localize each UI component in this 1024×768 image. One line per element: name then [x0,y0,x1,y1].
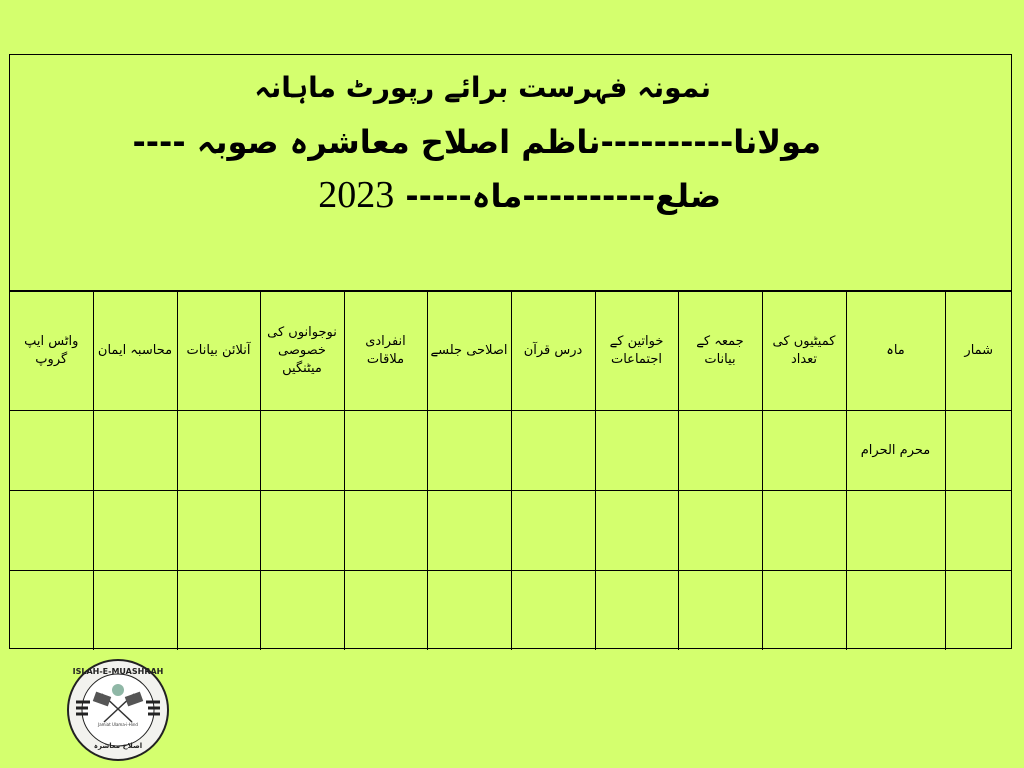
column-header: آنلائن بیانات [176,291,261,411]
column-header: خواتین کے اجتماعات [594,291,679,411]
column-header: جمعہ کے بیانات [677,291,763,411]
column-header: کمیٹیوں کی تعداد [761,291,847,411]
year: 2023 [318,174,395,216]
islah-e-muashrah-logo: ISLAH-E-MUASHRAH Jamiat Ulama-i-Hind اصل… [67,659,169,761]
table-cell[interactable]: محرم الحرام [845,410,946,491]
table-cell[interactable] [944,490,1012,571]
table-cell[interactable] [845,570,946,650]
table-cell[interactable] [343,570,428,650]
form-title: نمونہ فہرست برائے رپورٹ ماہانہ [254,71,711,104]
report-table: شمار ماہ کمیٹیوں کی تعداد جمعہ کے بیانات خوا… [10,291,1012,650]
table-cell[interactable] [176,410,261,491]
table-row [10,490,1012,571]
table-cell[interactable] [92,570,178,650]
table-cell[interactable] [343,410,428,491]
table-cell[interactable] [594,410,679,491]
table-cell[interactable] [343,490,428,571]
name-designation-line: مولانا----------ناظم اصلاح معاشرہ صوبہ -… [132,123,821,161]
table-cell[interactable] [426,570,512,650]
column-header: اصلاحی جلسے [426,291,512,411]
table-cell[interactable] [510,490,596,571]
table-cell[interactable] [259,490,345,571]
table-cell[interactable] [10,570,94,650]
table-cell[interactable] [92,410,178,491]
column-header: درس قرآن [510,291,596,411]
table-cell[interactable] [677,490,763,571]
table-row [10,570,1012,650]
title-box: نمونہ فہرست برائے رپورٹ ماہانہ مولانا---… [10,55,1011,291]
svg-text:ISLAH-E-MUASHRAH: ISLAH-E-MUASHRAH [73,667,164,676]
table-cell[interactable] [259,410,345,491]
district-month-line: ضلع----------ماہ----- 2023 [318,173,721,217]
table-cell[interactable] [944,410,1012,491]
svg-text:Jamiat Ulama-i-Hind: Jamiat Ulama-i-Hind [97,722,138,727]
table-cell[interactable] [10,490,94,571]
district-month-text: ضلع----------ماہ----- [405,177,721,215]
table-cell[interactable] [677,410,763,491]
table-cell[interactable] [594,570,679,650]
table-cell[interactable] [510,410,596,491]
table-cell[interactable] [944,570,1012,650]
table-cell[interactable] [259,570,345,650]
column-header: محاسبہ ایمان [92,291,178,411]
table-cell[interactable] [761,490,847,571]
table-cell[interactable] [92,490,178,571]
table-cell[interactable] [761,570,847,650]
column-header: واٹس ایپ گروپ [10,291,94,411]
column-header: شمار [944,291,1012,411]
table-cell[interactable] [510,570,596,650]
table-cell[interactable] [426,410,512,491]
column-header: انفرادی ملاقات [343,291,428,411]
table-cell[interactable] [594,490,679,571]
report-form: نمونہ فہرست برائے رپورٹ ماہانہ مولانا---… [9,54,1012,650]
svg-text:اصلاح معاشرہ: اصلاح معاشرہ [94,742,142,750]
column-header: نوجوانوں کی خصوصی میٹنگیں [259,291,345,411]
table-cell[interactable] [176,490,261,571]
column-header: ماہ [845,291,946,411]
table-cell[interactable] [677,570,763,650]
table-cell[interactable] [426,490,512,571]
table-cell[interactable] [176,570,261,650]
table-cell[interactable] [845,490,946,571]
table-row: محرم الحرام [10,410,1012,491]
table-cell[interactable] [10,410,94,491]
table-cell[interactable] [761,410,847,491]
